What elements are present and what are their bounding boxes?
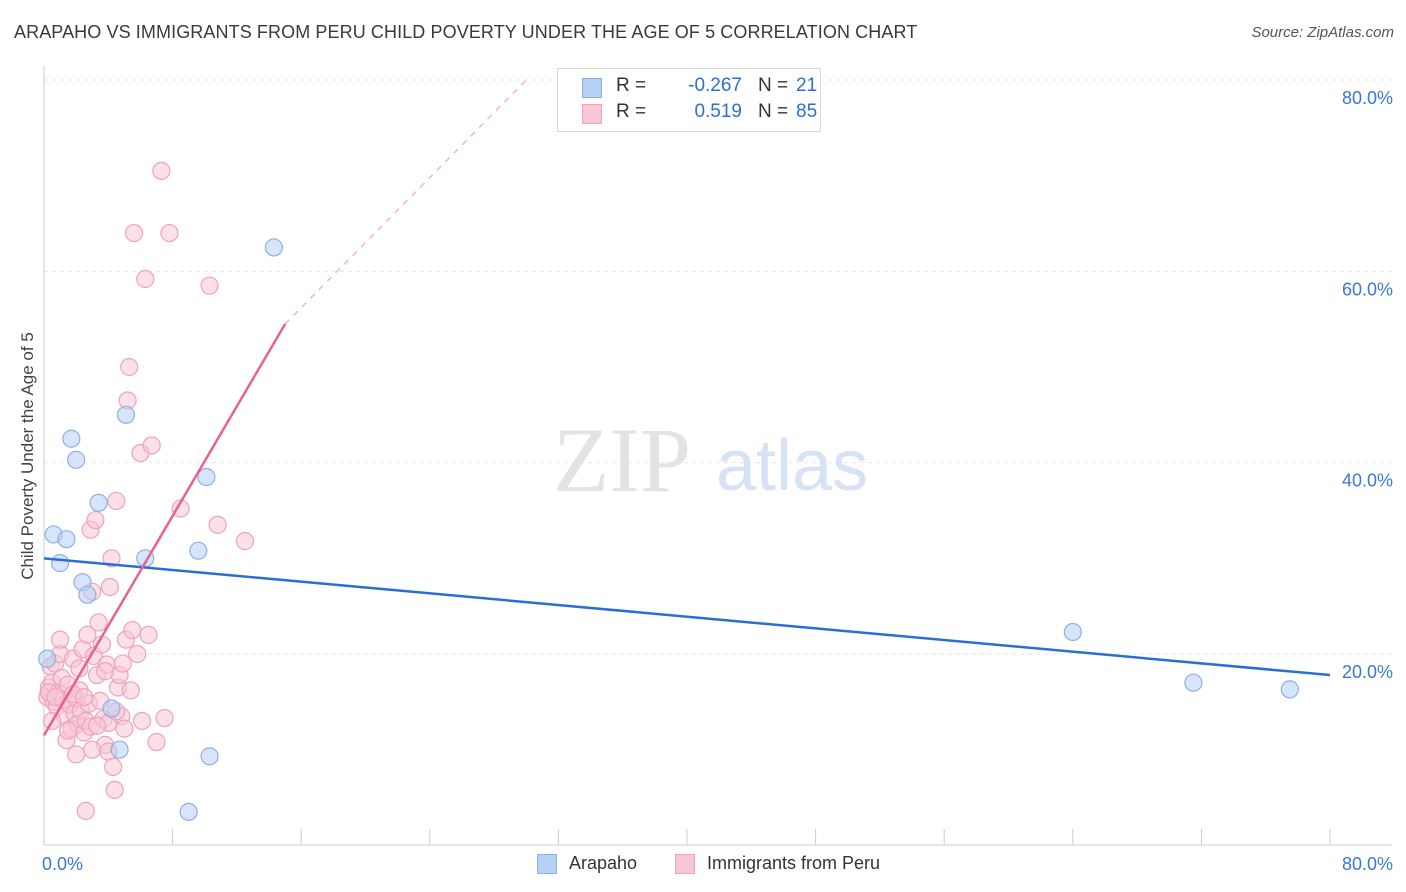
peru-point	[46, 687, 65, 707]
legend-r-label: R =	[616, 101, 647, 122]
arapaho-point	[200, 747, 219, 766]
watermark-atlas: atlas	[716, 426, 868, 506]
legend-label-arapaho: Arapaho	[569, 853, 638, 873]
peru-point	[87, 716, 107, 735]
arapaho-point	[57, 530, 76, 549]
source-label: Source: ZipAtlas.com	[1251, 24, 1394, 41]
trend-line-arapaho	[43, 557, 1331, 677]
peru-point	[104, 757, 123, 776]
peru-point	[139, 625, 158, 644]
peru-point	[50, 630, 70, 649]
series-legend: Arapaho Immigrants from Peru	[0, 852, 1406, 878]
x-tick-label-min: 0.0%	[42, 854, 83, 874]
peru-point	[128, 644, 147, 664]
y-tick-label: 60.0%	[1342, 279, 1393, 299]
legend-swatch-arapaho	[537, 854, 557, 874]
correlation-legend: R = -0.267 N = 21 R = 0.519 N = 85	[557, 68, 821, 132]
peru-point	[83, 740, 102, 759]
peru-point	[95, 662, 115, 681]
peru-point	[235, 532, 255, 551]
series-peru-points	[38, 161, 255, 820]
arapaho-point	[264, 238, 283, 257]
legend-r-label: R =	[616, 75, 647, 96]
peru-point	[208, 515, 227, 534]
peru-point	[115, 719, 134, 738]
legend-r-value: -0.267	[688, 75, 742, 96]
arapaho-point	[89, 493, 108, 512]
watermark: ZIP atlas	[553, 409, 868, 511]
peru-point	[120, 357, 139, 377]
arapaho-point	[116, 405, 136, 424]
arapaho-point	[67, 450, 86, 469]
gridlines	[44, 79, 1392, 655]
legend-n-value: 21	[796, 75, 818, 96]
arapaho-point	[62, 429, 81, 448]
arapaho-point	[1184, 673, 1203, 692]
trend-lines	[42, 79, 1331, 736]
peru-point	[78, 625, 97, 644]
legend-n-label: N =	[758, 75, 789, 96]
arapaho-point	[1063, 622, 1082, 642]
legend-swatch-peru	[582, 104, 602, 124]
arapaho-point	[110, 740, 129, 759]
peru-point	[76, 801, 95, 820]
peru-point	[59, 721, 78, 740]
y-tick-label: 40.0%	[1342, 471, 1393, 491]
arapaho-point	[1280, 680, 1299, 699]
y-tick-label: 20.0%	[1342, 662, 1393, 682]
chart-title: ARAPAHO VS IMMIGRANTS FROM PERU CHILD PO…	[14, 22, 918, 42]
peru-point	[152, 161, 171, 180]
arapaho-point	[197, 467, 216, 487]
axes	[43, 66, 1392, 846]
trend-line-peru-extension	[284, 79, 527, 325]
arapaho-point	[189, 541, 208, 560]
peru-point	[200, 276, 219, 295]
peru-point	[147, 732, 166, 752]
peru-point	[113, 654, 132, 673]
peru-point	[124, 223, 144, 243]
legend-n-value: 85	[796, 101, 818, 122]
arapaho-point	[50, 554, 70, 573]
peru-point	[100, 577, 120, 597]
peru-point	[75, 687, 94, 707]
arapaho-point	[102, 699, 121, 718]
peru-point	[107, 491, 126, 511]
peru-point	[89, 613, 108, 632]
peru-point	[132, 711, 152, 731]
legend-swatch-peru	[675, 854, 695, 874]
peru-point	[105, 780, 124, 799]
series-arapaho-points	[38, 238, 1299, 821]
legend-label-peru: Immigrants from Peru	[707, 853, 881, 873]
peru-point	[155, 708, 174, 728]
arapaho-point	[38, 649, 57, 668]
arapaho-point	[78, 585, 97, 604]
peru-point	[123, 620, 142, 640]
peru-point	[102, 549, 121, 568]
legend-r-value: 0.519	[694, 101, 742, 122]
peru-point	[67, 745, 86, 764]
peru-point	[160, 223, 179, 243]
peru-point	[121, 681, 140, 700]
arapaho-point	[179, 802, 198, 821]
x-tick-label-max: 80.0%	[1342, 854, 1393, 874]
legend-n-label: N =	[758, 101, 789, 122]
trend-line-peru	[42, 323, 287, 736]
legend-swatch-arapaho	[582, 78, 602, 98]
peru-point	[86, 510, 105, 530]
peru-point	[136, 269, 155, 289]
peru-point	[142, 436, 161, 455]
watermark-zip: ZIP	[553, 409, 691, 511]
y-tick-label: 80.0%	[1342, 88, 1393, 108]
tick-labels: 20.0% 40.0% 60.0% 80.0% 0.0% 80.0%	[42, 88, 1393, 874]
